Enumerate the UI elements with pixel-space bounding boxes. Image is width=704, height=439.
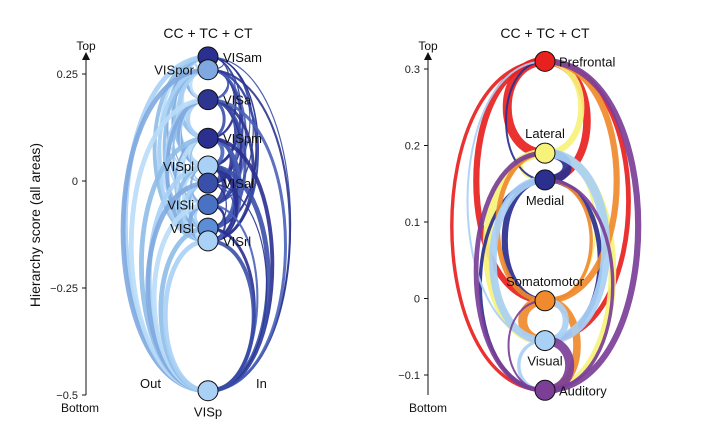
node-visual [534, 330, 556, 352]
node-label-visam: VISam [223, 50, 262, 65]
right-nodes: Prefrontal Lateral Medial Somatomotor Visual… [506, 50, 615, 401]
right-title: CC + TC + CT [500, 25, 590, 41]
right-y-tick-label-4: −0.1 [398, 370, 420, 382]
right-edge-4 [450, 59, 546, 392]
left-edge-89 [207, 238, 256, 393]
node-vispm [197, 127, 219, 149]
right-edge-26 [473, 150, 546, 393]
right-edge-2 [473, 58, 546, 304]
right-y-tick-label-3: 0 [414, 294, 420, 306]
node-somatomotor [534, 290, 556, 312]
right-edge-28 [507, 299, 546, 392]
node-lateral [534, 142, 556, 164]
right-edge-27 [544, 178, 615, 392]
right-edge-21 [544, 148, 611, 346]
node-label-lateral: Lateral [525, 126, 565, 141]
left-y-tick-label-1: 0 [72, 176, 78, 188]
node-prefrontal [534, 50, 556, 72]
right-edge-10 [505, 60, 546, 181]
right-edge-22 [489, 176, 546, 345]
node-visp [197, 380, 219, 402]
left-edges [120, 54, 292, 394]
node-label-vispl: VISpl [163, 159, 194, 174]
node-label-vispor: VISpor [154, 63, 194, 78]
node-label-visli: VISli [167, 198, 194, 213]
left-nodes: VISam VISpor VISa VISpm VISpl VISal VISli VISl V… [154, 46, 262, 420]
right-axis-bottom-label: Bottom [409, 401, 447, 415]
left-y-ticks: 0.25 0 −0.25 −0.5 [50, 69, 86, 402]
node-label-visal: VISal [223, 176, 254, 191]
out-label: Out [140, 376, 161, 391]
left-edge-80 [163, 238, 209, 394]
node-visa [197, 89, 219, 111]
right-y-tick-label-0: 0.3 [405, 64, 420, 76]
left-y-tick-label-0: 0.25 [57, 69, 78, 81]
right-edge-25 [544, 58, 642, 394]
node-label-visa: VISa [223, 93, 252, 108]
node-vispor [197, 59, 219, 81]
left-axis-top-label: Top [76, 39, 96, 53]
right-panel: CC + TC + CT Top Bottom 0.3 0.2 0.1 0 −0.1 P… [398, 25, 642, 415]
right-edge-20 [466, 60, 546, 342]
node-visli [197, 194, 219, 216]
left-axis-bottom-label: Bottom [61, 401, 99, 415]
right-axis-top-label: Top [418, 39, 438, 53]
left-y-tick-label-3: −0.5 [56, 390, 78, 402]
right-y-tick-label-2: 0.1 [405, 217, 420, 229]
right-y-ticks: 0.3 0.2 0.1 0 −0.1 [398, 64, 428, 382]
node-label-visl: VISl [170, 221, 194, 236]
left-panel: CC + TC + CT Hierarchy score (all areas)… [27, 25, 292, 420]
left-y-axis-label: Hierarchy score (all areas) [27, 143, 43, 307]
node-label-visrl: VISrl [223, 234, 251, 249]
right-y-tick-label-1: 0.2 [405, 141, 420, 153]
node-label-medial: Medial [526, 193, 564, 208]
node-label-visp: VISp [194, 405, 222, 420]
node-label-prefrontal: Prefrontal [559, 54, 615, 69]
node-label-vispm: VISpm [223, 131, 262, 146]
left-title: CC + TC + CT [163, 25, 253, 41]
node-visal [197, 172, 219, 194]
left-edge-83 [207, 98, 287, 393]
node-medial [534, 169, 556, 191]
node-visrl [197, 230, 219, 252]
node-label-visual: Visual [527, 354, 562, 369]
node-auditory [534, 379, 556, 401]
node-label-auditory: Auditory [559, 383, 607, 398]
in-label: In [256, 376, 267, 391]
node-label-somatomotor: Somatomotor [506, 274, 585, 289]
left-y-tick-label-2: −0.25 [50, 283, 78, 295]
